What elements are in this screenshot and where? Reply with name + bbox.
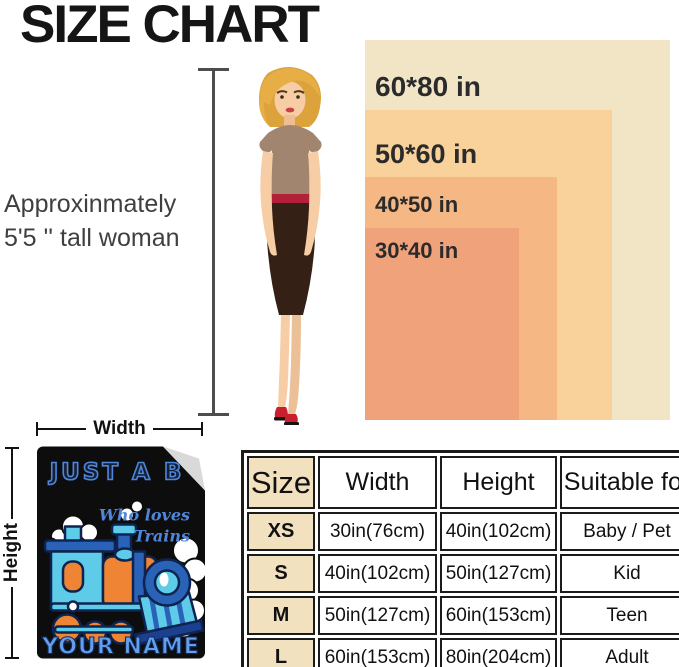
width-arrow-cap: [201, 422, 203, 436]
table-cell-suitable: Kid: [560, 554, 679, 593]
table-cell-size: L: [247, 638, 315, 667]
table-cell-height: 60in(153cm): [440, 596, 557, 635]
table-cell-width: 50in(127cm): [318, 596, 437, 635]
size-rect-label: 40*50 in: [375, 192, 459, 217]
table-cell-height: 50in(127cm): [440, 554, 557, 593]
table-header-width: Width: [318, 456, 437, 509]
table-header-height: Height: [440, 456, 557, 509]
approx-height-note-line1: Approxinmately: [4, 190, 177, 218]
width-arrow-line: [152, 428, 201, 430]
table-cell-height: 40in(102cm): [440, 512, 557, 551]
table-header-suitable-for: Suitable for: [560, 456, 679, 509]
height-arrow-line: [11, 449, 13, 520]
height-measure-cap-bottom: [198, 413, 229, 416]
size-rect-label: 50*60 in: [375, 139, 478, 169]
table-cell-size: XS: [247, 512, 315, 551]
size-rect-30x40: 30*40 in: [365, 228, 519, 420]
woman-illustration: [258, 66, 322, 425]
height-measure-cap-top: [198, 68, 229, 71]
table-row-s: S 40in(102cm) 50in(127cm) Kid: [247, 554, 679, 593]
size-rect-label: 30*40 in: [375, 238, 459, 263]
size-rect-label: 60*80 in: [375, 71, 481, 102]
table-row-xs: XS 30in(76cm) 40in(102cm) Baby / Pet: [247, 512, 679, 551]
blanket-name-text: YOUR NAME: [41, 635, 200, 660]
table-cell-suitable: Adult: [560, 638, 679, 667]
height-arrow-cap: [5, 657, 19, 660]
blanket-title-text: JUST A B: [48, 460, 185, 486]
table-row-m: M 50in(127cm) 60in(153cm) Teen: [247, 596, 679, 635]
table-cell-size: S: [247, 554, 315, 593]
blanket-script-line1: Who loves: [99, 506, 190, 525]
table-header-size: Size: [247, 456, 315, 509]
approx-height-note: Approxinmately 5'5 '' tall woman: [4, 188, 214, 256]
table-cell-height: 80in(204cm): [440, 638, 557, 667]
height-measure-line: [212, 70, 215, 416]
table-cell-suitable: Baby / Pet: [560, 512, 679, 551]
table-header-row: Size Width Height Suitable for: [247, 456, 679, 509]
page-title: SIZE CHART: [20, 0, 320, 54]
height-arrow-label: Height: [1, 523, 22, 583]
width-arrow: Width: [36, 418, 203, 439]
height-arrow-cap: [5, 447, 19, 449]
height-arrow-line: [11, 586, 13, 658]
blanket-script-line2: Trains: [134, 527, 190, 546]
width-arrow-label: Width: [93, 418, 146, 439]
height-arrow: Height: [1, 447, 23, 660]
table-cell-width: 40in(102cm): [318, 554, 437, 593]
blanket-preview: JUST A B Who loves Trains YOUR NAME: [37, 446, 205, 659]
size-table: Size Width Height Suitable for XS 30in(7…: [241, 450, 679, 667]
table-row-l: L 60in(153cm) 80in(204cm) Adult: [247, 638, 679, 667]
table-cell-width: 60in(153cm): [318, 638, 437, 667]
table-cell-size: M: [247, 596, 315, 635]
table-cell-suitable: Teen: [560, 596, 679, 635]
width-arrow-line: [38, 428, 87, 430]
width-arrow-cap: [36, 422, 38, 436]
approx-height-note-line2: 5'5 '' tall woman: [4, 223, 180, 252]
table-cell-width: 30in(76cm): [318, 512, 437, 551]
